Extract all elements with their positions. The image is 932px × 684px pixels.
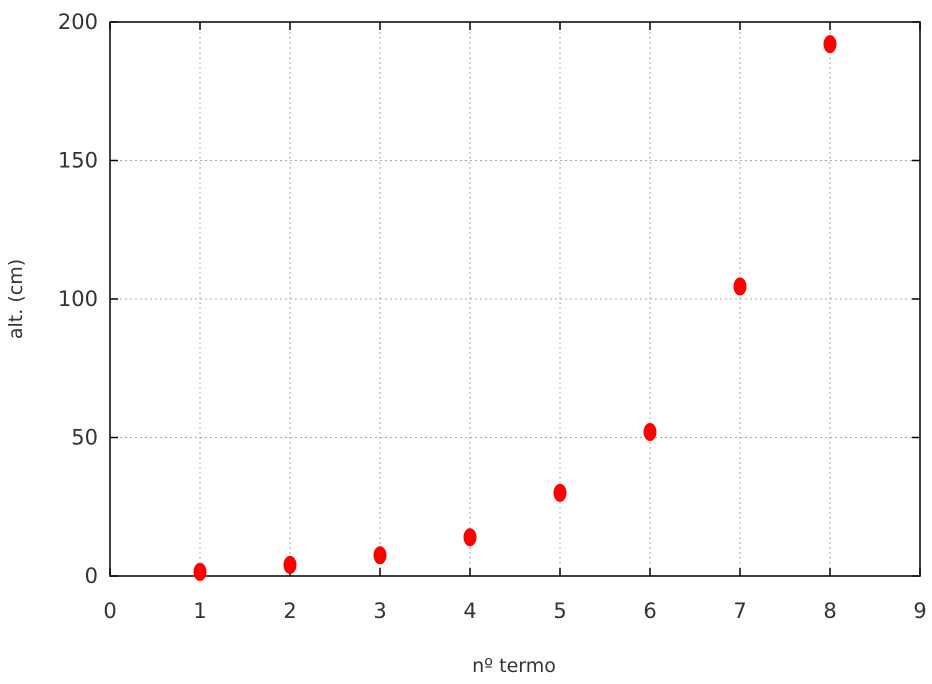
y-tick-label: 100 (58, 287, 98, 311)
x-tick-label: 7 (733, 599, 746, 623)
x-tick-label: 3 (373, 599, 386, 623)
y-tick-label: 0 (85, 564, 98, 588)
data-point (283, 555, 297, 574)
data-point (463, 528, 477, 547)
y-tick-label: 200 (58, 10, 98, 34)
y-axis-label: alt. (cm) (5, 259, 27, 339)
data-point (823, 35, 837, 54)
data-point (553, 483, 567, 502)
x-tick-label: 9 (913, 599, 926, 623)
x-tick-label: 2 (283, 599, 296, 623)
y-tick-label: 150 (58, 149, 98, 173)
x-tick-label: 1 (193, 599, 206, 623)
x-tick-label: 6 (643, 599, 656, 623)
tick-layer: 0 1 2 3 4 5 6 7 8 9 0 50 100 150 200 (58, 10, 927, 623)
x-tick-label: 4 (463, 599, 476, 623)
data-point (373, 546, 387, 565)
y-tick-label: 50 (71, 426, 98, 450)
x-axis-label: nº termo (472, 655, 556, 677)
grid-layer (110, 22, 920, 576)
data-points (193, 35, 837, 581)
x-tick-label: 5 (553, 599, 566, 623)
x-tick-label: 8 (823, 599, 836, 623)
data-point (733, 277, 747, 296)
data-point (643, 422, 657, 441)
data-point (193, 562, 207, 581)
x-tick-label: 0 (103, 599, 116, 623)
